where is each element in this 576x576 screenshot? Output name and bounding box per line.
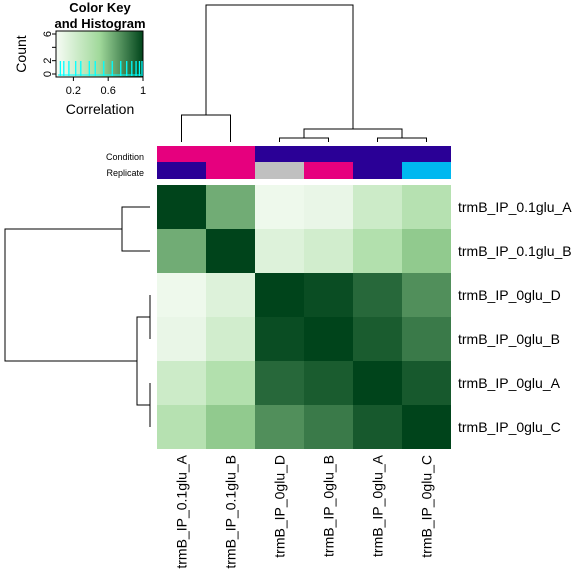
condition-bar-cell	[304, 146, 353, 162]
heatmap-cell	[304, 317, 353, 361]
replicate-bar-cell	[206, 162, 255, 179]
condition-bar-cell	[157, 146, 206, 162]
column-label: trmB_IP_0.1glu_A	[174, 454, 190, 568]
heatmap-cell	[304, 405, 353, 449]
row-label: trmB_IP_0glu_C	[458, 419, 561, 435]
heatmap-cell	[206, 361, 255, 405]
heatmap-cell	[353, 185, 402, 229]
heatmap-cell	[402, 361, 451, 405]
dendrogram-branch	[121, 206, 150, 252]
heatmap-cell	[402, 405, 451, 449]
row-dendrogram	[4, 206, 151, 427]
condition-bar-cell	[353, 146, 402, 162]
heatmap-cell	[157, 273, 206, 317]
annotation-bars: Condition Replicate	[106, 146, 451, 179]
column-label: trmB_IP_0.1glu_B	[223, 455, 239, 569]
color-key-histogram	[58, 61, 143, 76]
row-label: trmB_IP_0glu_D	[458, 287, 561, 303]
heatmap-cell	[255, 317, 304, 361]
annotation-label-condition: Condition	[106, 152, 144, 162]
condition-bar-cell	[206, 146, 255, 162]
x-tick-label: 0.6	[101, 85, 116, 97]
replicate-bar-cell	[304, 162, 353, 179]
color-key-ylabel: Count	[13, 35, 29, 72]
replicate-bar-cell	[402, 162, 451, 179]
heatmap-cell	[402, 229, 451, 273]
dendrogram-branch	[136, 316, 150, 406]
column-label: trmB_IP_0glu_B	[321, 455, 337, 557]
heatmap-cells	[157, 185, 451, 449]
heatmap-cell	[353, 361, 402, 405]
y-tick-label: 2	[42, 58, 54, 64]
heatmap-cell	[402, 317, 451, 361]
dendrogram-branch	[4, 228, 137, 362]
row-label: trmB_IP_0.1glu_B	[458, 243, 572, 259]
heatmap-cell	[304, 273, 353, 317]
row-labels: trmB_IP_0.1glu_A trmB_IP_0.1glu_B trmB_IP_…	[458, 199, 572, 435]
heatmap-cell	[157, 317, 206, 361]
color-key-title: Color Key	[69, 0, 131, 15]
dendrogram-branch	[205, 4, 354, 129]
heatmap-cell	[402, 273, 451, 317]
x-tick-label: 1	[140, 85, 146, 97]
heatmap-cell	[206, 317, 255, 361]
row-label: trmB_IP_0.1glu_A	[458, 199, 572, 215]
heatmap-cell	[304, 185, 353, 229]
column-dendrogram	[181, 4, 427, 142]
heatmap-cell	[353, 317, 402, 361]
heatmap-cell	[353, 273, 402, 317]
color-key-xlabel: Correlation	[66, 101, 134, 117]
dendrogram-branch	[279, 137, 329, 142]
heatmap-cell	[157, 405, 206, 449]
color-key-subtitle: and Histogram	[54, 16, 145, 31]
condition-bar-cell	[402, 146, 451, 162]
heatmap-cell	[206, 273, 255, 317]
replicate-bar-cell	[353, 162, 402, 179]
heatmap-cell	[353, 405, 402, 449]
replicate-bar-cell	[157, 162, 206, 179]
column-label: trmB_IP_0glu_C	[419, 455, 435, 558]
y-tick-label: 6	[42, 31, 54, 37]
column-label: trmB_IP_0glu_D	[272, 455, 288, 558]
heatmap-cell	[206, 405, 255, 449]
y-tick-label: 0	[42, 71, 54, 77]
heatmap-cell	[255, 361, 304, 405]
heatmap-cell	[255, 185, 304, 229]
annotation-label-replicate: Replicate	[106, 168, 144, 178]
replicate-bar-cell	[255, 162, 304, 179]
heatmap-cell	[304, 229, 353, 273]
heatmap-cell	[157, 361, 206, 405]
column-label: trmB_IP_0glu_A	[370, 454, 386, 557]
heatmap-cell	[157, 229, 206, 273]
row-label: trmB_IP_0glu_B	[458, 331, 560, 347]
heatmap-cell	[206, 229, 255, 273]
heatmap-cell	[206, 185, 255, 229]
dendrogram-branch	[377, 137, 427, 142]
color-key-gradient	[55, 30, 144, 78]
heatmap-cell	[255, 405, 304, 449]
condition-bar-cell	[255, 146, 304, 162]
heatmap-cell	[353, 229, 402, 273]
dendrogram-branch	[303, 128, 403, 138]
heatmap-cell	[255, 273, 304, 317]
heatmap-cell	[157, 185, 206, 229]
heatmap-cell	[304, 361, 353, 405]
heatmap-cell	[402, 185, 451, 229]
row-label: trmB_IP_0glu_A	[458, 375, 561, 391]
x-tick-label: 0.2	[66, 85, 81, 97]
color-key: Color Key and Histogram 0.2 0.6 1 0 2 6 Corre…	[13, 0, 146, 117]
heatmap-cell	[255, 229, 304, 273]
column-labels: trmB_IP_0.1glu_A trmB_IP_0.1glu_B trmB_IP_…	[174, 454, 435, 568]
dendrogram-branch	[181, 114, 231, 142]
